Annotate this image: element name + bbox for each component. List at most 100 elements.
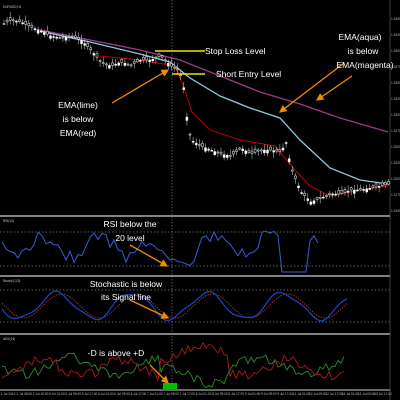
ema-left-label-2: is below — [63, 114, 95, 124]
ema-left-arrow — [111, 69, 170, 104]
minus-d-line — [1, 341, 345, 382]
candle-body — [306, 198, 310, 201]
candle-body — [365, 188, 368, 193]
candle-body — [120, 59, 124, 63]
price-tick-label: 1.3225 — [391, 161, 400, 165]
candle-body — [95, 53, 99, 58]
candle-body — [356, 189, 359, 192]
candle-body — [216, 151, 220, 154]
candle-body — [213, 151, 217, 155]
candle-body — [105, 63, 108, 66]
candle-body — [238, 147, 241, 150]
candle-body — [232, 150, 235, 155]
rsi-line — [1, 230, 319, 273]
candle-body — [58, 37, 62, 39]
candle-body — [256, 149, 260, 152]
candle-body — [204, 147, 207, 152]
short-entry-label: Short Entry Level — [216, 69, 281, 79]
candle-body — [362, 189, 365, 191]
rsi-label-1: RSI below the — [104, 219, 157, 229]
candle-body — [170, 63, 173, 67]
candle-body — [182, 87, 186, 90]
candle-body — [145, 56, 148, 61]
time-tick-label: 6 Jul 09:00 — [114, 392, 130, 396]
ema-right-label-1: EMA(aqua) — [339, 32, 382, 42]
candle-body — [266, 149, 269, 154]
candle-body — [12, 19, 15, 22]
candle-body — [275, 149, 279, 152]
candle-body — [331, 193, 334, 196]
candle-body — [300, 192, 303, 194]
candle-body — [179, 74, 182, 77]
candle-body — [154, 56, 158, 59]
candle-body — [176, 68, 179, 71]
candle-body — [18, 19, 21, 22]
price-panel-header: EURUSD,H1 — [3, 5, 22, 9]
candle-body — [191, 141, 195, 143]
candle-body — [309, 201, 313, 205]
ema-right-arrow-aqua — [278, 62, 345, 113]
candle-body — [349, 187, 353, 191]
time-tick-label: 7 Jul 17:00 — [179, 392, 195, 396]
candle-body — [126, 63, 130, 66]
ema-right-label-2: is below — [348, 46, 380, 56]
ema-aqua-line — [39, 30, 389, 185]
time-tick-label: 9 Jul 17:00 — [277, 392, 293, 396]
candle-body — [157, 53, 161, 58]
ema-magenta-line — [39, 29, 389, 133]
candle-body — [55, 36, 58, 39]
candle-body — [98, 60, 102, 62]
candle-body — [260, 149, 263, 152]
price-tick-label: 1.3300 — [391, 113, 400, 117]
time-tick-label: 1 Jul 2010 — [1, 392, 16, 396]
candle-body — [235, 149, 238, 152]
candle-body — [33, 28, 37, 31]
candle-body — [247, 150, 251, 153]
candle-body — [210, 150, 213, 152]
price-tick-label: 1.3250 — [391, 145, 400, 149]
ema-left-label-3: EMA(red) — [60, 128, 97, 138]
candle-body — [359, 188, 362, 191]
candle-body — [291, 169, 294, 172]
candle-body — [194, 142, 198, 146]
price-axis-ticks: 1.3450 1.3425 1.3400 1.3375 1.3350 1.3325 1.33… — [391, 17, 400, 213]
time-tick-label: 12 Jul 09:00 — [309, 392, 327, 396]
time-tick-label: 2 Jul 08:00 — [16, 392, 32, 396]
stoch-signal-line — [1, 293, 348, 319]
time-tick-label: 7 Jul 01:00 — [147, 392, 163, 396]
candle-body — [46, 31, 49, 35]
candle-body — [315, 197, 319, 200]
time-tick-label: 9 Jul 01:00 — [245, 392, 261, 396]
candle-body — [136, 59, 139, 63]
candle-body — [123, 62, 127, 66]
candle-body — [142, 57, 145, 61]
candle-body — [30, 24, 34, 28]
candle-body — [229, 155, 232, 157]
candle-body — [43, 32, 46, 35]
candle-body — [89, 47, 93, 51]
candle-body — [92, 53, 96, 56]
candle-body — [371, 185, 375, 188]
candle-body — [64, 36, 68, 41]
candle-body — [340, 189, 344, 194]
price-tick-label: 1.3400 — [391, 49, 400, 53]
candle-body — [334, 193, 337, 196]
candle-body — [278, 149, 282, 153]
time-tick-label: 9 Jul 09:00 — [261, 392, 277, 396]
time-axis-ticks: 1 Jul 2010 2 Jul 08:00 2 Jul 16:00 5 Jul 01… — [1, 392, 392, 396]
ema-right-label-3: EMA(magenta) — [336, 60, 393, 70]
candle-body — [83, 43, 86, 46]
candle-body — [114, 63, 117, 66]
candle-body — [368, 187, 372, 190]
candle-body — [198, 144, 201, 146]
adx-arrow — [149, 364, 169, 384]
candle-body — [384, 182, 387, 186]
time-tick-label: 7 Jul 09:00 — [163, 392, 179, 396]
time-tick-label: 13 Jul 17:00 — [374, 392, 392, 396]
time-tick-label: 5 Jul 01:00 — [49, 392, 65, 396]
candle-body — [160, 55, 164, 58]
candle-body — [52, 36, 55, 38]
candle-body — [21, 22, 24, 25]
candle-body — [325, 195, 328, 197]
